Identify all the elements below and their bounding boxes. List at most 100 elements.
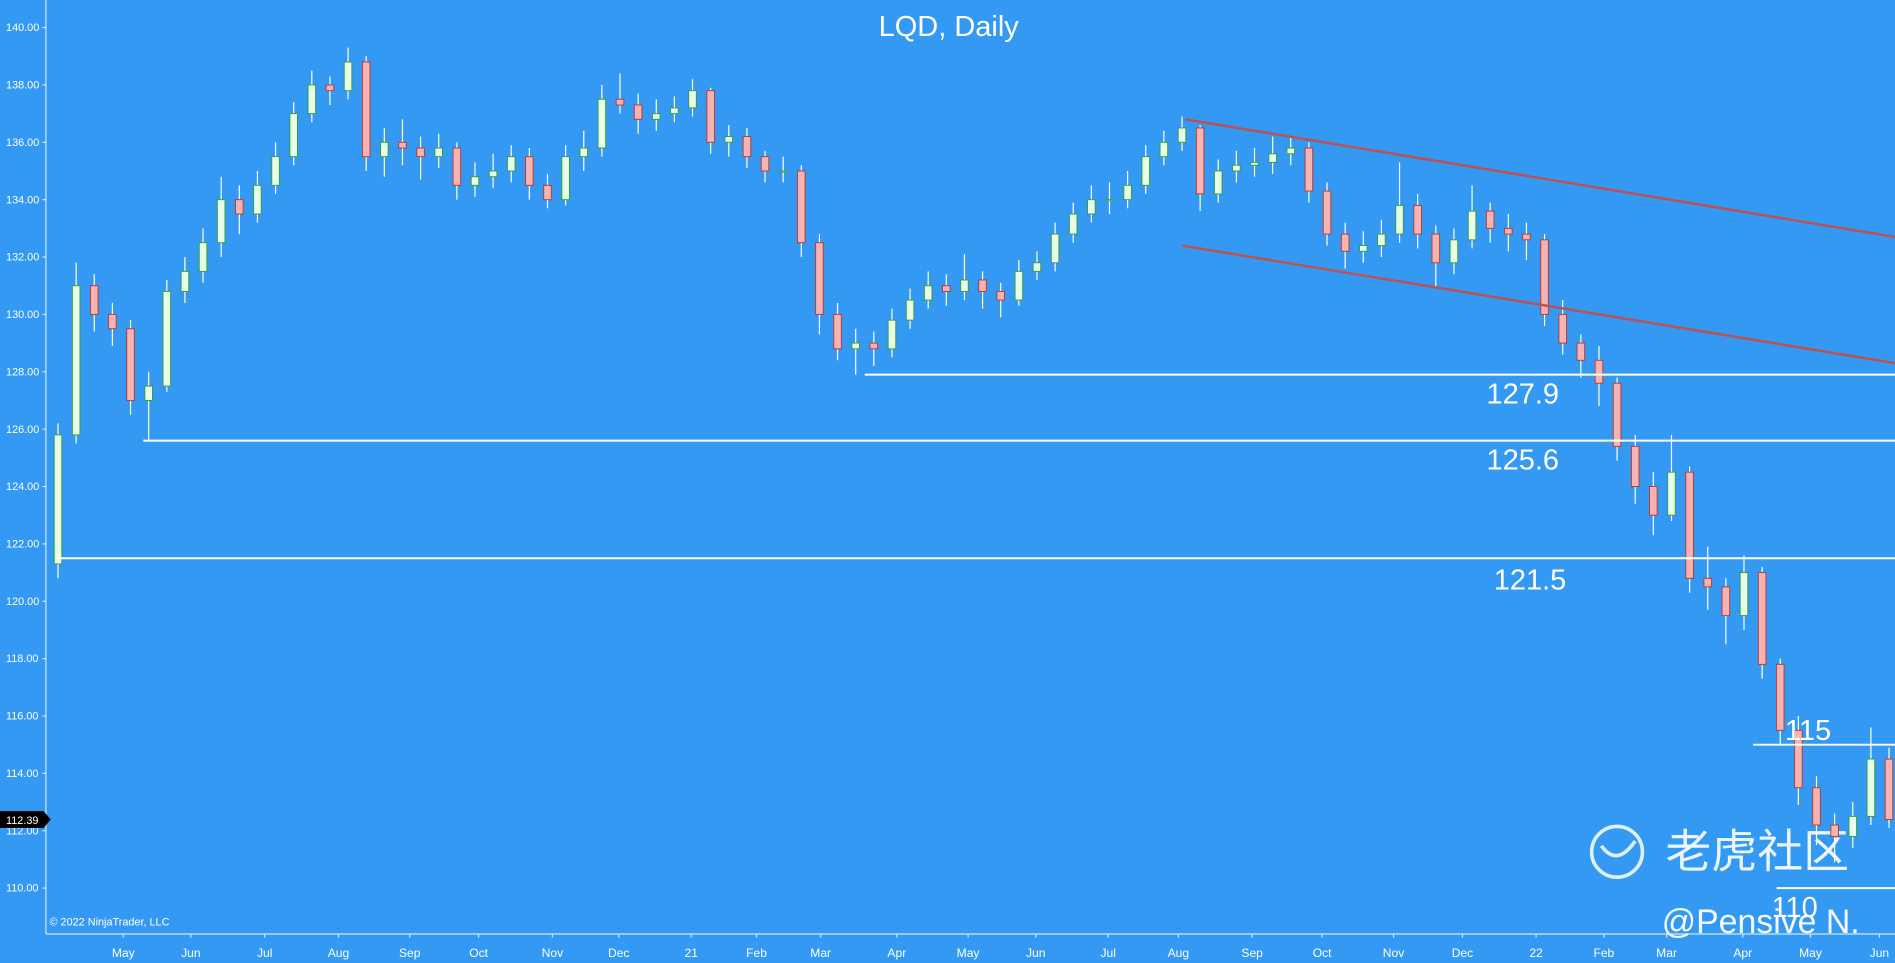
x-tick-label: Mar (810, 946, 831, 960)
candle-body (543, 184, 552, 201)
x-tick-label: Oct (1313, 946, 1332, 960)
candle-body (1775, 663, 1785, 731)
candle-body (706, 90, 715, 143)
y-tick-label: 134.00 (6, 194, 39, 206)
candle-body (1195, 127, 1205, 195)
candle-body (1558, 313, 1567, 344)
y-tick-label: 126.00 (6, 424, 39, 436)
candle-body (89, 285, 99, 315)
candle-body (1449, 239, 1459, 264)
candle-body (1522, 233, 1531, 241)
candle-body (1268, 153, 1277, 163)
candle-body (1630, 445, 1640, 487)
candle-body (1213, 170, 1223, 195)
candle-body (633, 104, 643, 120)
x-tick-label: 22 (1529, 946, 1543, 960)
candle-body (198, 242, 208, 272)
candle-body (416, 147, 425, 158)
candle-body (398, 141, 407, 149)
y-tick-label: 122.00 (6, 539, 39, 551)
y-tick-label: 110.00 (6, 883, 38, 895)
trend-line (1185, 118, 1895, 239)
candle-body (525, 156, 534, 186)
candle-body (53, 434, 63, 565)
x-tick-label: Feb (1593, 946, 1614, 960)
level-label: 110 (1772, 892, 1818, 924)
x-tick-label: 21 (685, 946, 699, 960)
y-tick-label: 138.00 (6, 80, 39, 92)
candle-body (1667, 471, 1676, 516)
candle-body (1504, 227, 1513, 235)
x-tick-label: Apr (1733, 946, 1752, 960)
candle-body (851, 342, 860, 350)
candle-body (561, 156, 570, 201)
candle-body (1794, 729, 1803, 789)
candle-body (1340, 233, 1350, 252)
candle-body (1377, 233, 1386, 247)
watermark-logo (1589, 824, 1645, 880)
candle-body (597, 98, 607, 149)
candle-body (815, 242, 824, 315)
candle-body (1866, 758, 1876, 817)
x-tick-label: Mar (1656, 946, 1677, 960)
candle-body (1649, 486, 1658, 516)
candle-body (670, 107, 679, 115)
x-tick-label: Jul (257, 946, 272, 960)
candle-body (1612, 382, 1622, 447)
candle-body (1050, 233, 1060, 264)
x-tick-label: Aug (328, 946, 350, 960)
candle-body (470, 176, 480, 186)
candle-body (887, 319, 897, 350)
logo-ring (1589, 824, 1645, 880)
candle-body (452, 147, 462, 186)
candle-body (1322, 190, 1332, 235)
candle-body (1721, 586, 1731, 617)
candle-body (1576, 342, 1586, 361)
candle-body (1286, 147, 1296, 155)
y-tick-label: 118.00 (6, 653, 38, 665)
price-marker-label: 112.39 (6, 815, 38, 827)
candle-body (724, 136, 734, 143)
candle-body (1123, 184, 1132, 201)
candle-body (1159, 141, 1169, 158)
x-tick-label: Dec (1452, 946, 1473, 960)
candle-body (1232, 164, 1241, 172)
candle-body (778, 170, 788, 173)
candle-body (1431, 233, 1441, 264)
candle-body (1087, 199, 1096, 215)
candle-body (380, 141, 389, 158)
candle-body (1739, 572, 1749, 617)
candle-body (960, 279, 969, 292)
candle-body (343, 61, 353, 92)
plot-area (53, 47, 1894, 863)
candle-body (307, 84, 317, 115)
candle-body (1068, 213, 1078, 235)
candle-body (923, 285, 933, 301)
x-tick-label: Jul (1100, 946, 1115, 960)
logo-swoosh (1599, 839, 1637, 858)
candle-body (1250, 161, 1259, 166)
candle-body (1467, 210, 1477, 241)
copyright: © 2022 NinjaTrader, LLC (50, 917, 170, 929)
candle-body (126, 328, 135, 401)
y-tick-label: 132.00 (6, 252, 39, 264)
candle-body (1032, 262, 1042, 272)
x-tick-label: May (1799, 946, 1823, 960)
candle-body (1105, 199, 1114, 202)
x-tick-label: Jun (1026, 946, 1045, 960)
candle-body (579, 147, 589, 158)
level-label: 121.5 (1494, 565, 1567, 597)
y-tick-label: 124.00 (6, 481, 39, 493)
candle-body (797, 170, 806, 244)
candle-body (108, 313, 117, 330)
candle-body (488, 170, 498, 178)
level-label: 127.9 (1486, 379, 1559, 411)
candle-body (742, 136, 752, 158)
x-tick-label: May (957, 946, 981, 960)
candle-body (869, 342, 879, 350)
x-tick-label: May (112, 946, 136, 960)
level-label: 115 (1785, 715, 1831, 747)
candle-body (1358, 245, 1368, 252)
y-tick-label: 136.00 (6, 137, 39, 149)
